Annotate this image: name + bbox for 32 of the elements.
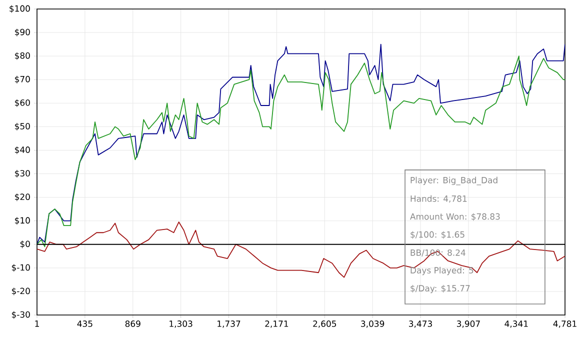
x-tick-label: 1,303	[170, 320, 192, 328]
annotation: Hands: 4,781	[410, 195, 467, 203]
x-tick-label: 2,171	[265, 320, 288, 328]
y-tick-label: $90	[15, 28, 30, 36]
y-tick-label: $70	[15, 76, 30, 84]
y-tick-label: $10	[15, 217, 30, 225]
annotation: Days Played: 5	[410, 266, 474, 276]
y-tick-label: $-30	[12, 311, 30, 319]
y-tick-label: $30	[15, 170, 30, 178]
y-tick-label: $40	[15, 146, 30, 154]
x-tick-label: 869	[125, 320, 140, 327]
x-tick-label: 435	[77, 320, 92, 327]
annotation: $/100: $1.65	[410, 231, 464, 239]
annotation: $/Day: $15.77	[410, 284, 470, 294]
y-tick-label: $20	[15, 193, 30, 202]
y-tick-label: $50	[15, 122, 30, 131]
x-tick-label: 2,605	[313, 320, 336, 328]
y-tick-label: $80	[15, 52, 30, 60]
x-tick-label: 4,341	[504, 320, 528, 328]
x-tick-label: 3,907	[456, 320, 480, 328]
y-tick-label: $60	[15, 99, 30, 107]
y-tick-label: $100	[10, 5, 30, 13]
y-tick-label: $-10	[12, 264, 30, 272]
y-tick-label: $0	[20, 240, 30, 248]
x-tick-label: 3,039	[361, 320, 384, 328]
annotation: Player: Big_Bad_Dad	[410, 176, 498, 186]
y-tick-label: $-20	[12, 288, 30, 296]
x-tick-label: 3,473	[409, 320, 432, 328]
x-tick-label: 4,781	[553, 320, 576, 328]
x-tick-label: 1	[35, 320, 39, 327]
annotation: Amount Won: $78.83	[410, 213, 500, 221]
x-tick-label: 1,737	[218, 320, 240, 328]
